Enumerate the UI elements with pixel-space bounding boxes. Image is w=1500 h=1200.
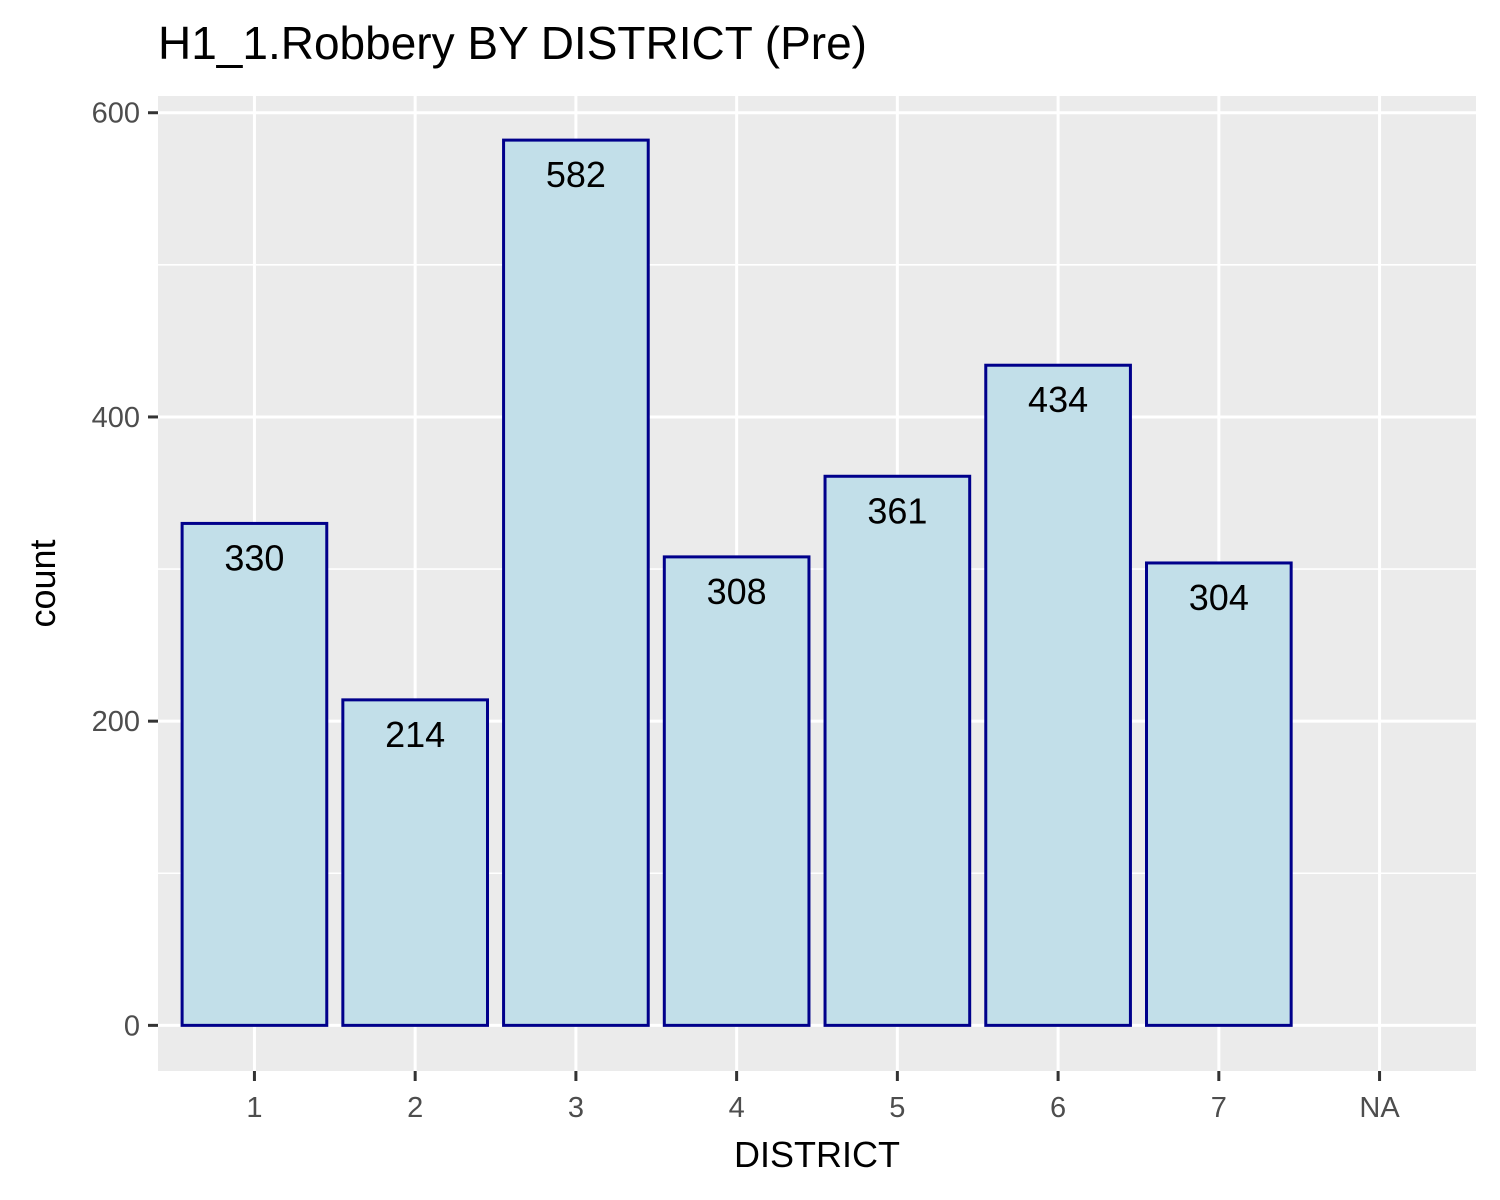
bar-district-6 (984, 363, 1132, 1027)
bar-district-2 (341, 698, 489, 1027)
data-label: 434 (1028, 379, 1088, 420)
bar-district-4 (662, 555, 811, 1027)
data-labels-group: 330 214 582 308 361 434 304 (224, 154, 1248, 755)
data-label: 330 (224, 537, 284, 578)
x-tick-label: 1 (246, 1092, 262, 1124)
x-axis: 1 2 3 4 5 6 7 NA (246, 1071, 1400, 1124)
data-label: 361 (867, 490, 927, 531)
x-tick-label: 4 (729, 1092, 745, 1124)
x-tick-label: 5 (889, 1092, 905, 1124)
y-axis: 0 200 400 600 (92, 98, 158, 1042)
y-tick-label: 600 (92, 98, 140, 130)
y-tick-label: 200 (92, 706, 140, 738)
x-tick-label: 6 (1050, 1092, 1066, 1124)
x-axis-title: DISTRICT (734, 1134, 900, 1175)
data-label: 304 (1189, 577, 1249, 618)
y-axis-title: count (22, 539, 63, 627)
y-tick-label: 400 (92, 402, 140, 434)
x-tick-label: 2 (407, 1092, 423, 1124)
bar-district-5 (823, 474, 972, 1027)
x-tick-label: NA (1359, 1092, 1400, 1124)
bars-group (180, 138, 1293, 1027)
bar-district-1 (180, 521, 329, 1027)
bar-district-7 (1145, 561, 1293, 1027)
data-label: 308 (707, 571, 767, 612)
x-tick-label: 3 (568, 1092, 584, 1124)
x-tick-label: 7 (1211, 1092, 1227, 1124)
chart-title: H1_1.Robbery BY DISTRICT (Pre) (158, 17, 867, 69)
y-tick-label: 0 (124, 1010, 140, 1042)
data-label: 582 (546, 154, 606, 195)
data-label: 214 (385, 714, 445, 755)
bar-district-3 (502, 138, 650, 1027)
